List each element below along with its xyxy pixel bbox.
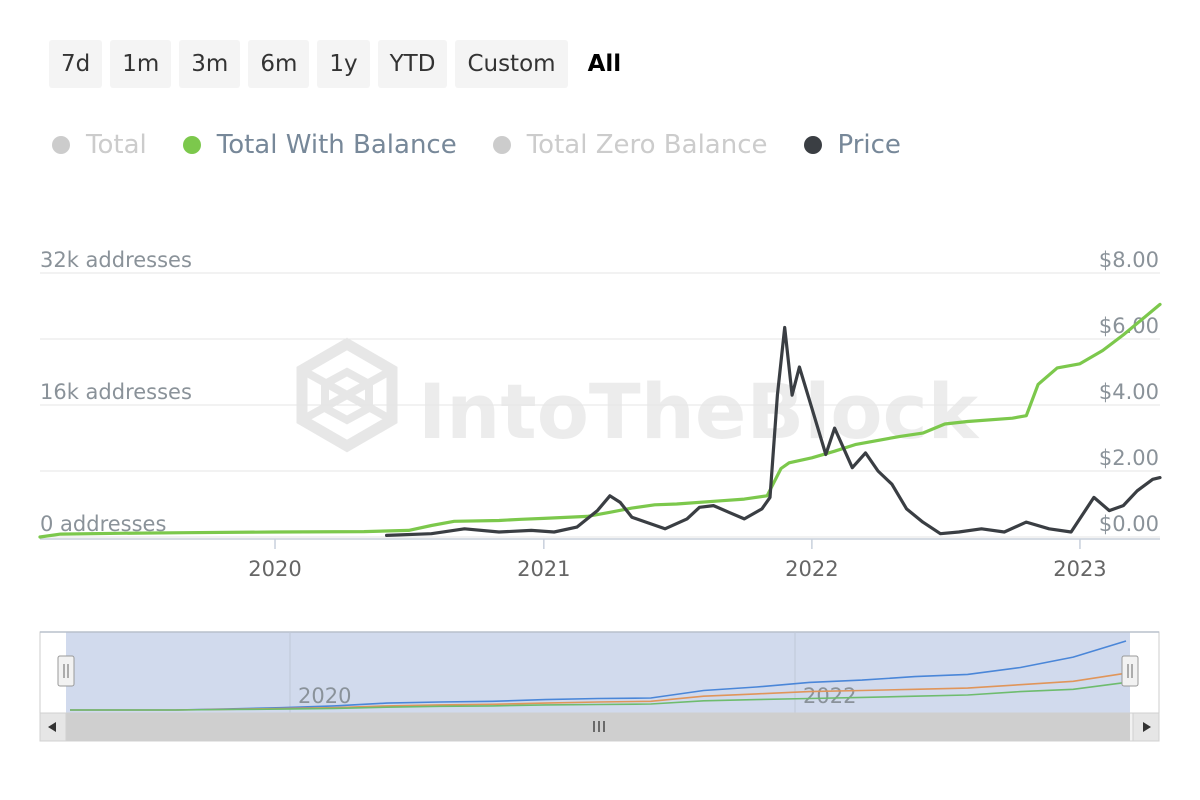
legend-item-total-with-balance[interactable]: Total With Balance [182, 130, 457, 160]
range-button-ytd[interactable]: YTD [377, 40, 448, 88]
scrollbar-thumb[interactable] [66, 713, 1130, 741]
grid-lines [40, 272, 1160, 540]
range-button-1m[interactable]: 1m [110, 40, 172, 88]
y-right-tick-label: $2.00 [1099, 446, 1159, 470]
navigator-x-label: 2020 [298, 684, 351, 708]
arrow-left-icon [48, 722, 56, 732]
legend-item-total-zero-balance[interactable]: Total Zero Balance [492, 130, 768, 160]
time-range-selector: 7d 1m 3m 6m 1y YTD Custom All [49, 40, 633, 88]
navigator-series-green [70, 681, 1127, 711]
arrow-right-icon [1143, 722, 1151, 732]
watermark-text: IntoTheBlock [418, 367, 980, 456]
range-button-7d[interactable]: 7d [49, 40, 103, 88]
legend-marker-icon [492, 136, 511, 154]
watermark-logo-icon [296, 337, 398, 453]
y-right-tick-label: $8.00 [1099, 248, 1159, 272]
range-button-1y[interactable]: 1y [317, 40, 370, 88]
y-right-tick-label: $0.00 [1099, 512, 1159, 536]
y-left-tick-label: 16k addresses [40, 380, 192, 404]
navigator-x-label: 2022 [803, 684, 856, 708]
navigator-left-handle[interactable] [57, 655, 75, 687]
scroll-left-button[interactable] [39, 712, 67, 742]
series-line-price [385, 325, 1162, 537]
x-tick-label: 2021 [517, 557, 570, 581]
legend-item-total[interactable]: Total [52, 130, 147, 160]
y-left-tick-label: 32k addresses [40, 248, 192, 272]
navigator-right-handle[interactable] [1121, 655, 1139, 687]
navigator-selection[interactable] [66, 632, 1130, 713]
legend-marker-icon [52, 136, 70, 154]
x-tick-label: 2023 [1053, 557, 1106, 581]
legend-label: Total Zero Balance [526, 130, 768, 160]
legend-marker-icon [803, 136, 822, 154]
y-right-tick-label: $6.00 [1099, 314, 1159, 338]
navigator[interactable]: 2020 2022 [39, 631, 1160, 742]
legend-label: Price [837, 130, 901, 160]
legend-marker-icon [182, 136, 201, 154]
legend-label: Total With Balance [216, 130, 457, 160]
legend-item-price[interactable]: Price [803, 130, 901, 160]
chart-legend: Total Total With Balance Total Zero Balanc… [52, 130, 901, 160]
series-layer [38, 302, 1162, 539]
range-button-all[interactable]: All [576, 40, 634, 88]
legend-label: Total [86, 130, 147, 160]
navigator-scrollbar[interactable] [39, 712, 1160, 742]
x-tick-label: 2022 [785, 557, 838, 581]
series-line-total-with-balance [38, 302, 1162, 539]
range-button-6m[interactable]: 6m [248, 40, 310, 88]
y-right-tick-label: $4.00 [1099, 380, 1159, 404]
range-button-3m[interactable]: 3m [179, 40, 241, 88]
x-tick-label: 2020 [248, 557, 301, 581]
range-button-custom[interactable]: Custom [455, 40, 568, 88]
